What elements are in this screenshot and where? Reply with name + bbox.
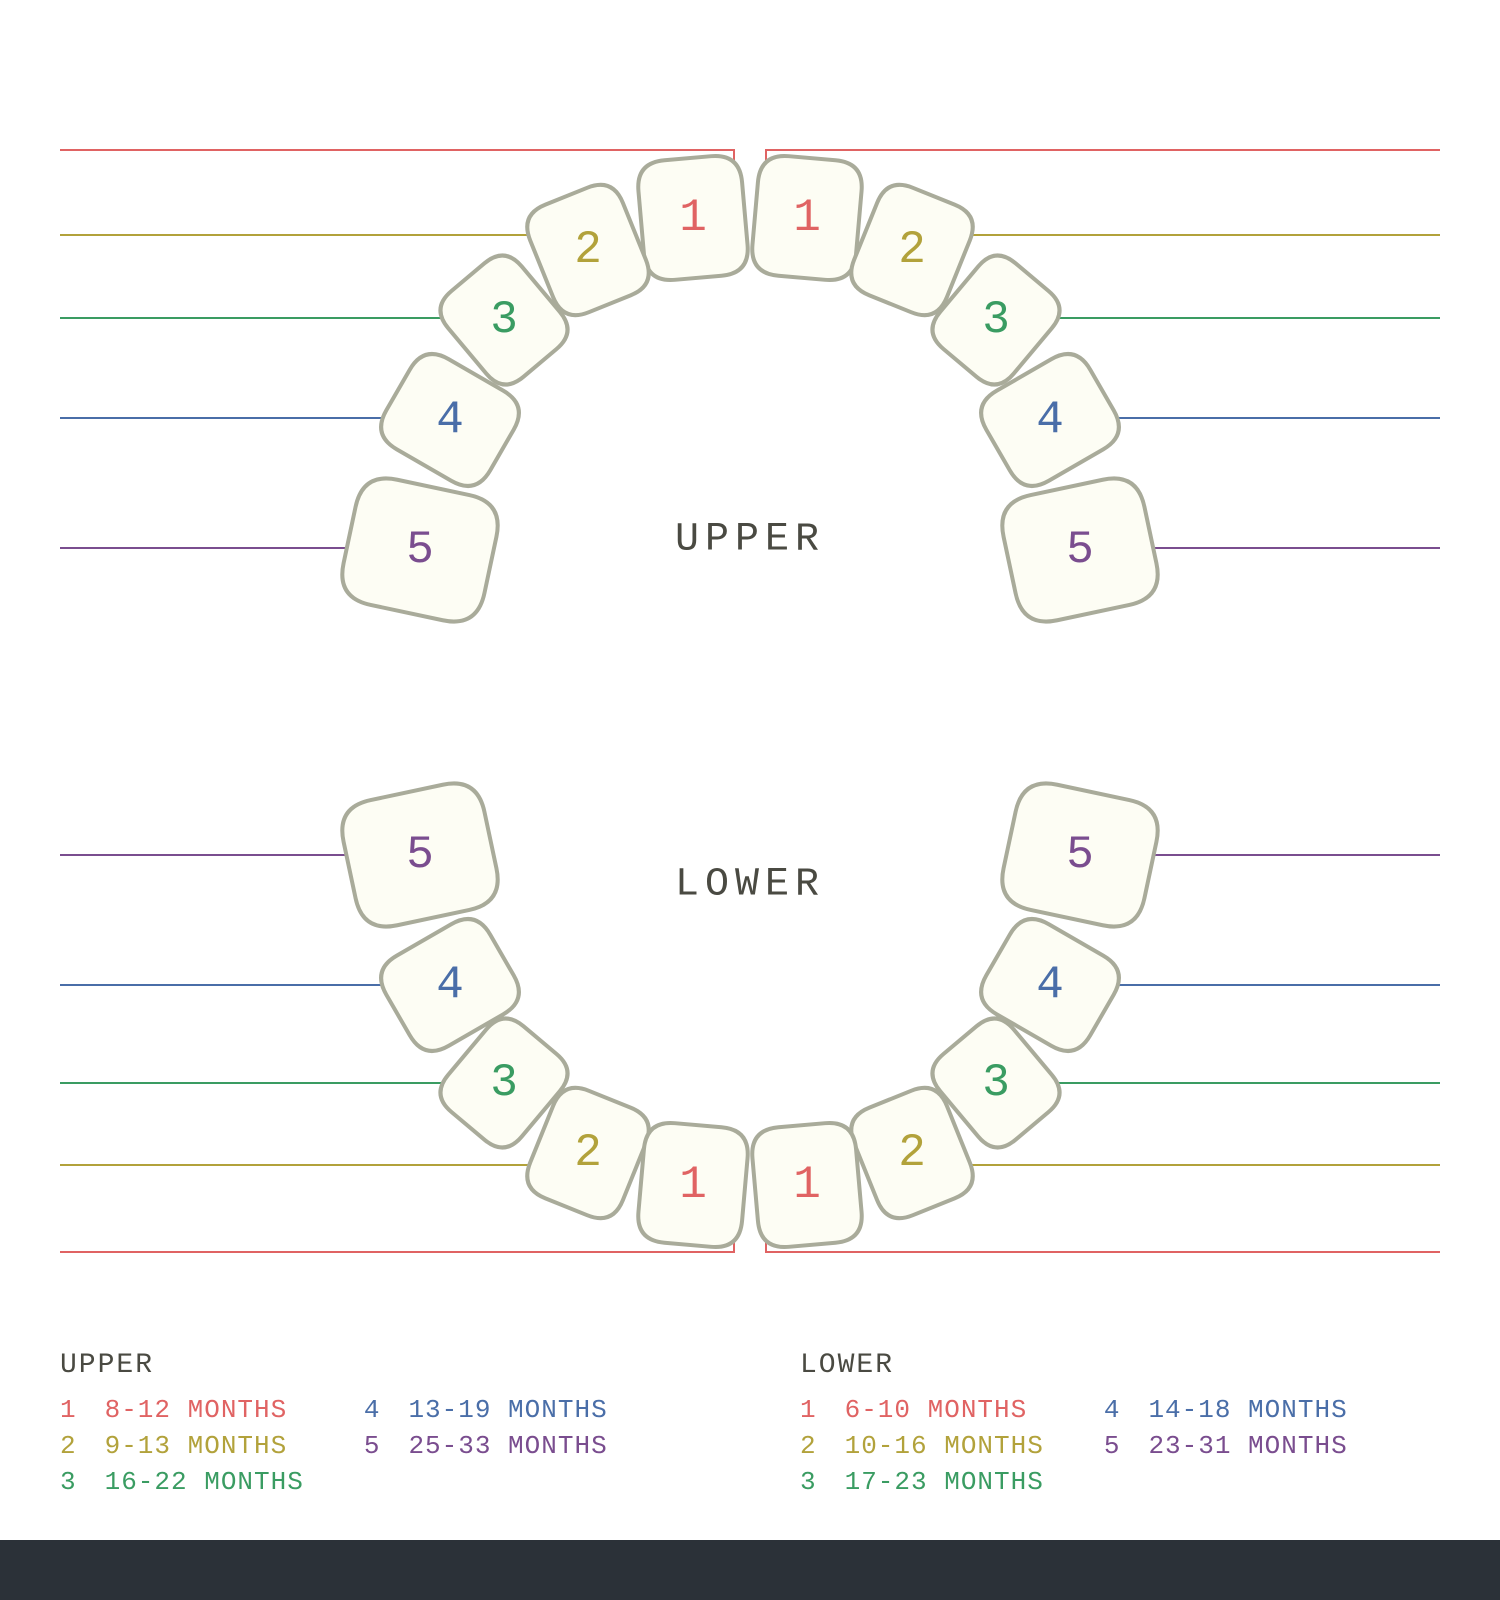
legend-upper-title: UPPER	[60, 1350, 608, 1381]
tooth-number: 3	[982, 294, 1010, 346]
legend-upper: UPPER 1 8-12 MONTHS 2 9-13 MONTHS 3 16-22 …	[60, 1350, 608, 1497]
tooth-number: 5	[406, 524, 434, 576]
tooth-chart-infographic: { "canvas":{"w":1500,"h":1600,"bg":"#fff…	[0, 0, 1500, 1600]
legend-row: 5 25-33 MONTHS	[364, 1431, 608, 1461]
tooth-chart-svg: 12345123455432154321UPPERLOWER	[0, 0, 1500, 1500]
legend-row: 5 23-31 MONTHS	[1104, 1431, 1348, 1461]
tooth-number: 4	[1036, 959, 1064, 1011]
legend-row: 4 14-18 MONTHS	[1104, 1395, 1348, 1425]
tooth-number: 3	[490, 1057, 518, 1109]
legend-lower: LOWER 1 6-10 MONTHS 2 10-16 MONTHS 3 17-23…	[800, 1350, 1348, 1497]
tooth-number: 4	[436, 394, 464, 446]
legend-row: 3 16-22 MONTHS	[60, 1467, 304, 1497]
upper-label: UPPER	[675, 518, 825, 563]
legend-row: 4 13-19 MONTHS	[364, 1395, 608, 1425]
lower-label: LOWER	[675, 863, 825, 908]
legend-lower-title: LOWER	[800, 1350, 1348, 1381]
tooth-number: 1	[679, 1159, 707, 1211]
tooth-number: 4	[436, 959, 464, 1011]
tooth-number: 4	[1036, 394, 1064, 446]
legend-row: 3 17-23 MONTHS	[800, 1467, 1044, 1497]
tooth-number: 2	[574, 1127, 602, 1179]
legend-row: 2 9-13 MONTHS	[60, 1431, 304, 1461]
legend-row: 1 8-12 MONTHS	[60, 1395, 304, 1425]
tooth-number: 2	[898, 224, 926, 276]
tooth-number: 2	[898, 1127, 926, 1179]
tooth-number: 1	[793, 1159, 821, 1211]
tooth-number: 2	[574, 224, 602, 276]
legend-row: 2 10-16 MONTHS	[800, 1431, 1044, 1461]
tooth-number: 1	[793, 192, 821, 244]
legend-row: 1 6-10 MONTHS	[800, 1395, 1044, 1425]
tooth-number: 3	[982, 1057, 1010, 1109]
tooth-number: 5	[1066, 524, 1094, 576]
footer-bar	[0, 1540, 1500, 1600]
tooth-number: 5	[1066, 829, 1094, 881]
tooth-number: 1	[679, 192, 707, 244]
tooth-number: 3	[490, 294, 518, 346]
tooth-number: 5	[406, 829, 434, 881]
